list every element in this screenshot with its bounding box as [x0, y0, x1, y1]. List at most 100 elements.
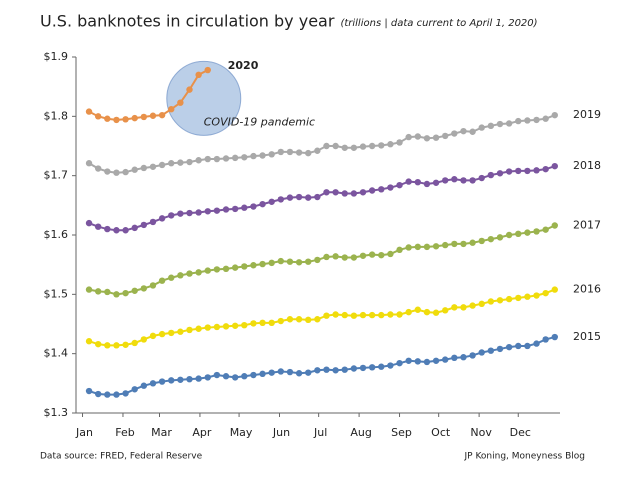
- point: [469, 352, 476, 359]
- point: [423, 308, 431, 316]
- x-tick-label: Jun: [272, 426, 290, 439]
- point: [131, 166, 138, 173]
- point: [277, 257, 285, 265]
- y-tick-label: $1.4: [44, 347, 69, 360]
- point: [505, 295, 513, 303]
- point: [414, 178, 422, 186]
- point: [85, 387, 93, 395]
- point: [250, 262, 257, 269]
- point: [332, 253, 339, 260]
- point: [460, 304, 467, 311]
- point: [542, 165, 549, 173]
- point: [231, 322, 239, 329]
- point: [487, 122, 495, 130]
- point: [515, 342, 522, 350]
- point: [131, 287, 138, 294]
- series-label: 2017: [573, 219, 601, 232]
- point: [496, 297, 504, 304]
- point: [286, 148, 294, 156]
- point: [396, 139, 403, 146]
- point: [441, 241, 449, 249]
- point: [286, 194, 294, 201]
- point: [295, 370, 303, 377]
- point: [524, 167, 531, 175]
- point: [140, 164, 148, 172]
- point: [496, 120, 504, 128]
- point: [204, 267, 211, 274]
- point: [277, 196, 285, 203]
- point: [131, 224, 138, 232]
- point: [140, 113, 148, 121]
- point: [149, 332, 157, 340]
- point: [286, 368, 294, 376]
- point: [524, 117, 531, 124]
- point: [314, 256, 321, 264]
- point: [341, 144, 348, 151]
- point: [350, 365, 358, 372]
- point: [451, 240, 458, 248]
- point: [104, 225, 111, 233]
- x-tick-label: May: [230, 426, 253, 439]
- point: [286, 258, 294, 265]
- point: [186, 375, 193, 383]
- point: [177, 99, 184, 106]
- point: [396, 359, 403, 367]
- point: [323, 366, 330, 373]
- point: [515, 230, 522, 238]
- series-label: 2020: [228, 59, 259, 72]
- point: [222, 323, 230, 330]
- point: [177, 272, 184, 279]
- point: [122, 390, 129, 397]
- point: [250, 152, 257, 160]
- point: [341, 254, 348, 261]
- point: [387, 362, 394, 369]
- point: [113, 291, 120, 298]
- point: [85, 160, 93, 167]
- point: [533, 228, 540, 235]
- point: [195, 157, 202, 164]
- x-tick-label: Mar: [151, 426, 172, 439]
- point: [505, 168, 513, 175]
- point: [487, 171, 495, 179]
- point: [341, 366, 348, 373]
- point: [204, 66, 211, 74]
- point: [195, 269, 202, 276]
- chart-subtitle: (trillions | data current to April 1, 20…: [340, 18, 537, 29]
- point: [478, 300, 485, 308]
- point: [149, 163, 157, 170]
- point: [496, 345, 504, 353]
- point: [542, 115, 549, 122]
- point: [213, 155, 221, 163]
- point: [231, 154, 239, 162]
- point: [259, 260, 266, 268]
- point: [432, 357, 440, 364]
- point: [113, 342, 120, 349]
- point: [204, 155, 211, 163]
- point: [122, 116, 129, 123]
- point: [186, 270, 193, 277]
- source-note: Data source: FRED, Federal Reserve: [40, 452, 203, 462]
- point: [113, 169, 120, 176]
- annotation: COVID-19 pandemic: [204, 115, 315, 128]
- point: [469, 302, 476, 309]
- point: [131, 386, 138, 393]
- point: [441, 132, 449, 140]
- point: [104, 168, 111, 175]
- point: [314, 147, 321, 154]
- point: [113, 227, 120, 234]
- point: [387, 141, 394, 148]
- x-tick-label: Jan: [75, 426, 93, 439]
- point: [286, 316, 294, 323]
- point: [551, 162, 558, 170]
- point: [122, 289, 129, 297]
- point: [441, 356, 449, 363]
- point: [195, 71, 202, 79]
- point: [250, 320, 257, 327]
- point: [213, 266, 221, 273]
- point: [451, 304, 458, 311]
- series-label: 2019: [573, 108, 601, 121]
- point: [113, 116, 120, 124]
- point: [104, 288, 111, 296]
- point: [359, 311, 367, 319]
- point: [378, 142, 385, 149]
